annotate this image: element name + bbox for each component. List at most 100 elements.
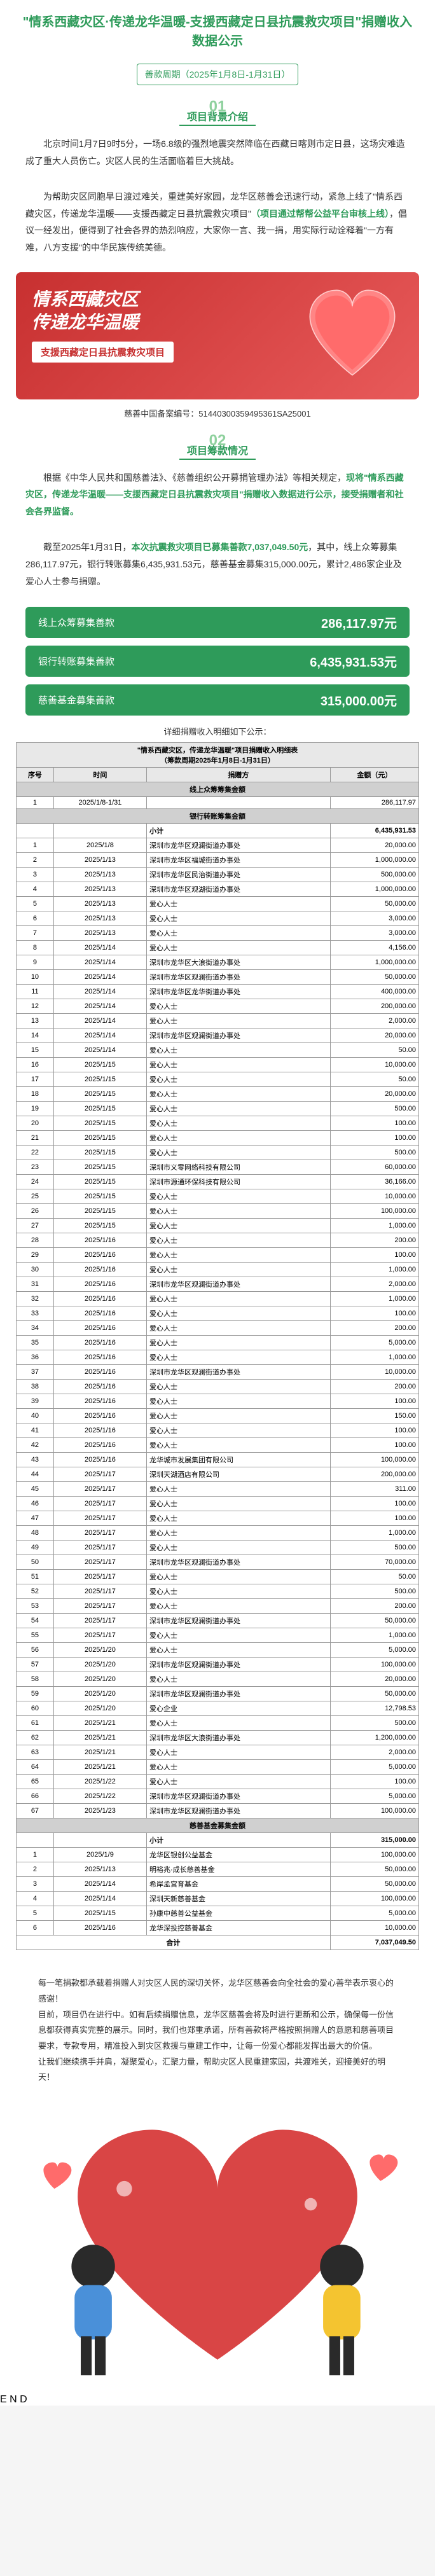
table-cell: 3: [17, 1877, 54, 1892]
table-cell: 2025/1/20: [53, 1658, 146, 1672]
table-cell: 10,000.00: [330, 1058, 418, 1072]
table-row: 152025/1/14爱心人士50.00: [17, 1043, 419, 1058]
table-cell: 2025/1/16: [53, 1233, 146, 1248]
table-cell: 2025/1/8-1/31: [53, 797, 146, 809]
table-row: 512025/1/17爱心人士50.00: [17, 1570, 419, 1584]
para2-text-b: （项目通过帮帮公益平台审核上线）: [251, 209, 389, 219]
table-cell: 爱心人士: [146, 1511, 330, 1526]
table-cell: 2025/1/16: [53, 1409, 146, 1423]
table-row: 192025/1/15爱心人士500.00: [17, 1102, 419, 1116]
table-cell: 2025/1/17: [53, 1482, 146, 1497]
table-cell: 5: [17, 1906, 54, 1921]
table-cell: 2025/1/16: [53, 1292, 146, 1306]
table-cell: 4: [17, 1892, 54, 1906]
summary-label: 慈善基金募集善款: [38, 693, 114, 707]
table-cell: 10,000.00: [330, 1189, 418, 1204]
table-cell: 爱心人士: [146, 1380, 330, 1394]
table-cell: 150.00: [330, 1409, 418, 1423]
table-row: 212025/1/15爱心人士100.00: [17, 1131, 419, 1146]
table-cell: 深圳市龙华区观澜街道办事处: [146, 838, 330, 853]
table-cell: 11: [17, 985, 54, 999]
table-row: 582025/1/20爱心人士20,000.00: [17, 1672, 419, 1687]
table-cell: 36,166.00: [330, 1175, 418, 1189]
table-row: 92025/1/14深圳市龙华区大浪街道办事处1,000,000.00: [17, 955, 419, 970]
table-cell: 2025/1/13: [53, 868, 146, 882]
table-row: 122025/1/14爱心人士200,000.00: [17, 999, 419, 1014]
table-cell: 20,000.00: [330, 1087, 418, 1102]
table-cell: 47: [17, 1511, 54, 1526]
table-cell: 爱心人士: [146, 1584, 330, 1599]
table-cell: 深圳天湖酒店有限公司: [146, 1467, 330, 1482]
table-cell: 100,000.00: [330, 1848, 418, 1862]
table-cell: 100.00: [330, 1131, 418, 1146]
table-cell: 500.00: [330, 1541, 418, 1555]
table-cell: 龙华深投控慈善基金: [146, 1921, 330, 1935]
table-cell: 50,000.00: [330, 1614, 418, 1628]
table-cell: 2025/1/13: [53, 882, 146, 897]
table-row: 72025/1/13爱心人士3,000.00: [17, 926, 419, 941]
table-cell: 1,000,000.00: [330, 882, 418, 897]
table-cell: 2025/1/17: [53, 1497, 146, 1511]
table-cell: 48: [17, 1526, 54, 1541]
table-cell: 33: [17, 1306, 54, 1321]
table-cell: 45: [17, 1482, 54, 1497]
table-cell: 2025/1/16: [53, 1248, 146, 1263]
table-cell: 6,435,931.53: [330, 824, 418, 838]
s2p1-a: 根据《中华人民共和国慈善法》、《慈善组织公开募捐管理办法》等相关规定，: [43, 473, 346, 483]
closing-p3: 让我们继续携手并肩，凝聚爱心，汇聚力量，帮助灾区人民重建家园，共渡难关，迎接美好…: [38, 2054, 397, 2086]
table-cell: 100,000.00: [330, 1804, 418, 1818]
table-cell: 2025/1/16: [53, 1380, 146, 1394]
table-cell: 2025/1/15: [53, 1906, 146, 1921]
table-row: 62025/1/13爱心人士3,000.00: [17, 911, 419, 926]
table-cell: 1,000,000.00: [330, 853, 418, 868]
table-cell: 爱心人士: [146, 999, 330, 1014]
table-cell: 70,000.00: [330, 1555, 418, 1570]
section-1-para-2: 为帮助灾区同胞早日渡过难关，重建美好家园，龙华区慈善会迅速行动，紧急上线了"情系…: [0, 179, 435, 265]
table-cell: 爱心人士: [146, 1219, 330, 1233]
table-cell: 500.00: [330, 1584, 418, 1599]
table-row: 22025/1/13明裕兆·成长慈善基金50,000.00: [17, 1862, 419, 1877]
table-cell: 64: [17, 1760, 54, 1775]
table-cell: 2,000.00: [330, 1014, 418, 1028]
summary-amount: 315,000.00元: [321, 691, 397, 709]
table-cell: 1,000,000.00: [330, 955, 418, 970]
table-cell: 5,000.00: [330, 1643, 418, 1658]
table-cell: 爱心人士: [146, 1745, 330, 1760]
table-row: 602025/1/20爱心企业12,798.53: [17, 1701, 419, 1716]
table-cell: 1: [17, 797, 54, 809]
table-cell: 500.00: [330, 1102, 418, 1116]
table-cell: 67: [17, 1804, 54, 1818]
table-cell: 2025/1/16: [53, 1453, 146, 1467]
table-cell: 12: [17, 999, 54, 1014]
table-row: 202025/1/15爱心人士100.00: [17, 1116, 419, 1131]
table-cell: 2025/1/16: [53, 1423, 146, 1438]
table-cell: 爱心人士: [146, 1116, 330, 1131]
table-cell: 爱心人士: [146, 1087, 330, 1102]
table-cell: 深圳市龙华区观澜街道办事处: [146, 1277, 330, 1292]
section-1-para-1: 北京时间1月7日9时5分，一场6.8级的强烈地震突然降临在西藏日喀则市定日县，这…: [0, 126, 435, 179]
table-cell: 50: [17, 1555, 54, 1570]
table-cell: 2025/1/14: [53, 970, 146, 985]
table-cell: 2025/1/14: [53, 1014, 146, 1028]
table-cell: 1,000.00: [330, 1263, 418, 1277]
table-cell: 2025/1/17: [53, 1541, 146, 1555]
table-row: 12025/1/9龙华区银创公益基金100,000.00: [17, 1848, 419, 1862]
table-cell: 100.00: [330, 1497, 418, 1511]
table-row: 52025/1/13爱心人士50,000.00: [17, 897, 419, 911]
table-cell: 2025/1/17: [53, 1511, 146, 1526]
table-cell: 100,000.00: [330, 1453, 418, 1467]
table-cell: 2025/1/21: [53, 1760, 146, 1775]
table-cell: 200,000.00: [330, 1467, 418, 1482]
table-cell: 200.00: [330, 1599, 418, 1614]
table-cell: 5: [17, 897, 54, 911]
table-cell: 2025/1/15: [53, 1087, 146, 1102]
table-row: 小计6,435,931.53: [17, 824, 419, 838]
table-cell: 明裕兆·成长慈善基金: [146, 1862, 330, 1877]
section-2-para-2: 截至2025年1月31日，本次抗震救灾项目已募集善款7,037,049.50元，…: [0, 529, 435, 599]
table-cell: 20,000.00: [330, 838, 418, 853]
table-cell: 深圳市龙华区观澜街道办事处: [146, 1687, 330, 1701]
table-row: 322025/1/16爱心人士1,000.00: [17, 1292, 419, 1306]
table-cell: 2025/1/17: [53, 1467, 146, 1482]
table-cell: 深圳市龙华区观湖街道办事处: [146, 882, 330, 897]
table-cell: 1,000.00: [330, 1350, 418, 1365]
